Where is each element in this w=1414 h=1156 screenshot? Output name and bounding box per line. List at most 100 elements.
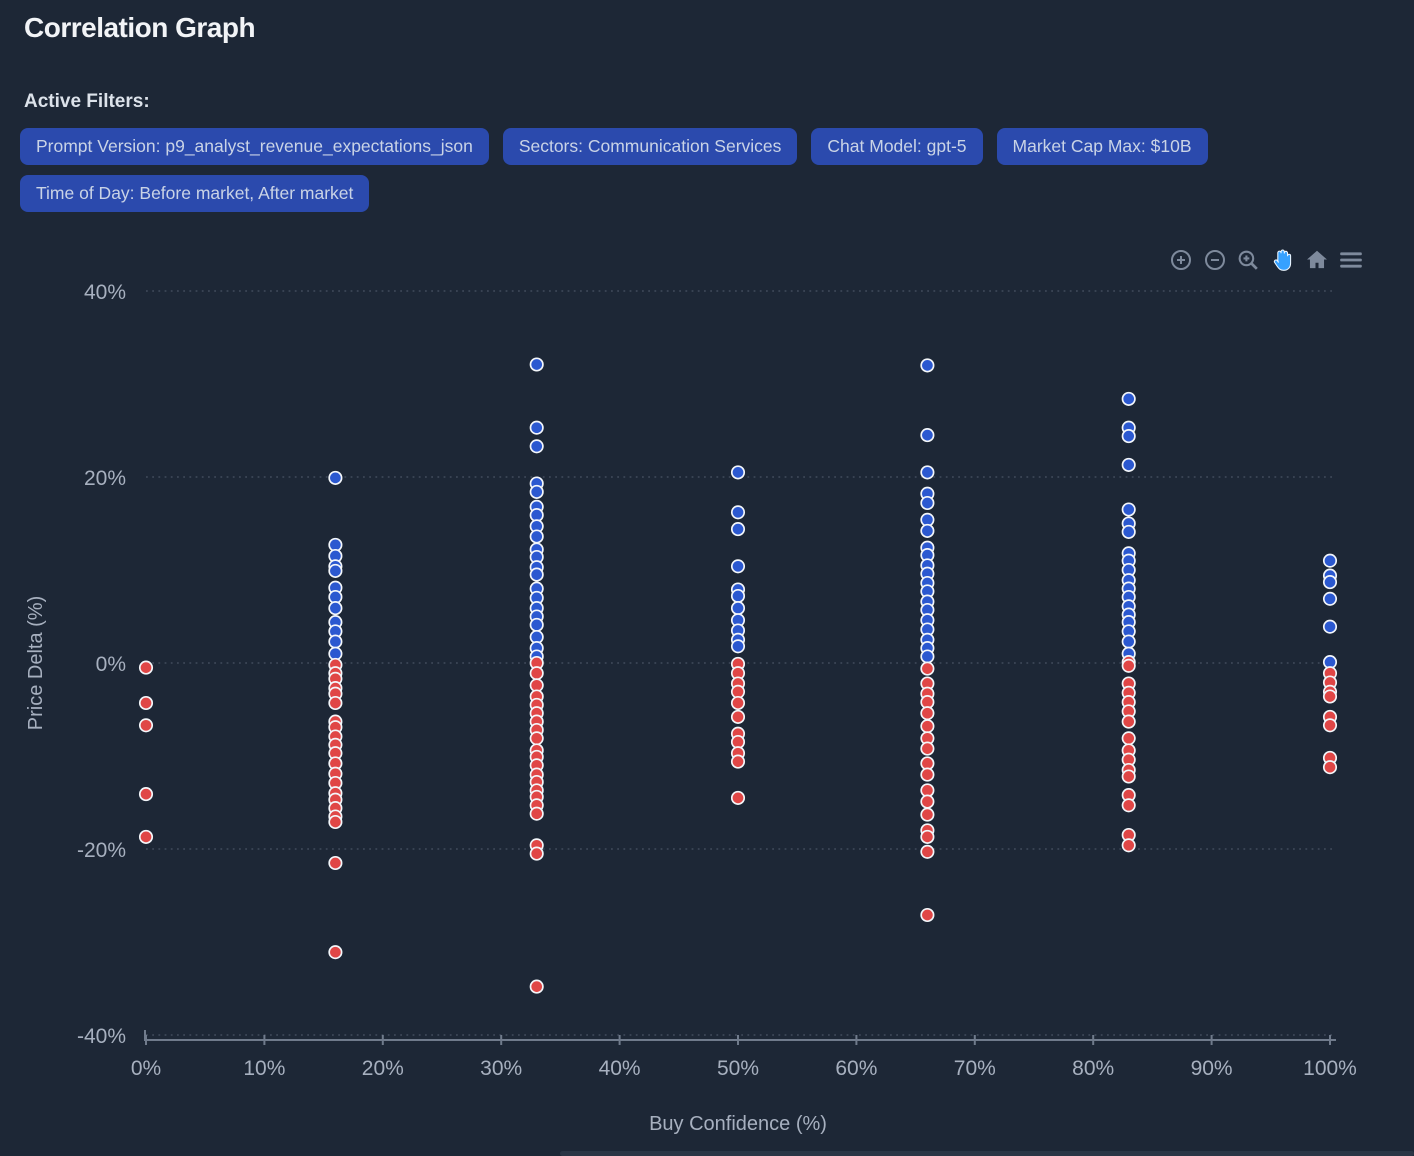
data-point[interactable] bbox=[730, 588, 746, 604]
data-point[interactable] bbox=[920, 907, 935, 923]
data-point[interactable] bbox=[1322, 553, 1338, 568]
data-point[interactable] bbox=[529, 731, 544, 746]
filter-chip[interactable]: Time of Day: Before market, After market bbox=[20, 175, 370, 212]
data-point[interactable] bbox=[730, 505, 746, 520]
data-point[interactable] bbox=[1121, 658, 1136, 673]
data-point[interactable] bbox=[529, 806, 544, 821]
data-point[interactable] bbox=[730, 465, 746, 480]
data-point[interactable] bbox=[138, 718, 154, 733]
data-point[interactable] bbox=[328, 601, 343, 616]
data-point[interactable] bbox=[1121, 731, 1136, 746]
data-point[interactable] bbox=[138, 660, 154, 675]
data-point[interactable] bbox=[328, 814, 343, 830]
data-point[interactable] bbox=[1121, 502, 1136, 517]
data-point[interactable] bbox=[328, 634, 343, 649]
chart-toolbar bbox=[1167, 246, 1364, 274]
data-point[interactable] bbox=[328, 945, 343, 960]
data-point[interactable] bbox=[920, 829, 935, 844]
data-point[interactable] bbox=[1322, 689, 1338, 704]
y-tick-label: 40% bbox=[84, 281, 126, 304]
data-point[interactable] bbox=[1121, 798, 1136, 813]
zoom-out-icon[interactable] bbox=[1201, 246, 1228, 274]
data-point[interactable] bbox=[920, 706, 935, 721]
x-tick-label: 0% bbox=[131, 1057, 161, 1080]
data-point[interactable] bbox=[1322, 591, 1338, 606]
data-point[interactable] bbox=[328, 695, 343, 711]
zoom-in-icon[interactable] bbox=[1167, 246, 1194, 274]
data-point[interactable] bbox=[920, 844, 935, 859]
data-point[interactable] bbox=[920, 794, 935, 809]
data-point[interactable] bbox=[1121, 769, 1136, 784]
data-point[interactable] bbox=[920, 807, 935, 822]
data-point[interactable] bbox=[529, 357, 544, 372]
horizontal-scrollbar[interactable] bbox=[560, 1151, 1414, 1156]
x-tick-label: 30% bbox=[480, 1057, 522, 1080]
data-point[interactable] bbox=[1322, 718, 1338, 733]
data-point[interactable] bbox=[730, 639, 746, 654]
data-point[interactable] bbox=[920, 649, 935, 664]
data-point[interactable] bbox=[1121, 429, 1136, 444]
data-point[interactable] bbox=[920, 428, 935, 443]
x-tick-label: 50% bbox=[717, 1057, 759, 1080]
data-point[interactable] bbox=[730, 790, 746, 805]
data-point[interactable] bbox=[920, 719, 935, 734]
x-tick-label: 90% bbox=[1191, 1057, 1233, 1080]
filter-chip[interactable]: Sectors: Communication Services bbox=[502, 128, 798, 165]
menu-icon[interactable] bbox=[1337, 246, 1364, 274]
data-point[interactable] bbox=[1121, 634, 1136, 649]
data-point[interactable] bbox=[920, 523, 935, 538]
data-point[interactable] bbox=[529, 846, 544, 861]
data-point[interactable] bbox=[920, 741, 935, 756]
x-tick-label: 80% bbox=[1072, 1057, 1114, 1080]
filter-chip[interactable]: Market Cap Max: $10B bbox=[996, 128, 1208, 165]
data-point[interactable] bbox=[529, 567, 544, 582]
data-point[interactable] bbox=[529, 439, 544, 454]
data-point[interactable] bbox=[730, 522, 746, 537]
data-point[interactable] bbox=[529, 420, 544, 435]
filter-chip[interactable]: Prompt Version: p9_analyst_revenue_expec… bbox=[20, 128, 489, 165]
data-point[interactable] bbox=[1121, 391, 1136, 406]
data-point[interactable] bbox=[1322, 575, 1338, 590]
data-point[interactable] bbox=[1121, 524, 1136, 539]
data-point[interactable] bbox=[1322, 619, 1338, 634]
x-tick-label: 70% bbox=[954, 1057, 996, 1080]
data-point[interactable] bbox=[920, 358, 935, 373]
data-point[interactable] bbox=[920, 767, 935, 782]
page-title: Correlation Graph bbox=[24, 12, 256, 43]
data-point[interactable] bbox=[529, 979, 544, 994]
data-point[interactable] bbox=[529, 484, 544, 499]
data-point[interactable] bbox=[529, 529, 544, 544]
data-point[interactable] bbox=[328, 563, 343, 578]
data-point[interactable] bbox=[920, 465, 935, 480]
zoom-box-icon[interactable] bbox=[1235, 246, 1262, 274]
data-point[interactable] bbox=[328, 855, 343, 871]
data-point[interactable] bbox=[529, 617, 544, 632]
data-point[interactable] bbox=[1121, 838, 1136, 853]
data-point[interactable] bbox=[920, 661, 935, 676]
x-tick-label: 100% bbox=[1303, 1057, 1357, 1080]
data-point[interactable] bbox=[730, 601, 746, 616]
data-point[interactable] bbox=[730, 695, 746, 711]
y-tick-label: -40% bbox=[77, 1025, 126, 1048]
x-axis-title: Buy Confidence (%) bbox=[649, 1113, 827, 1135]
data-point[interactable] bbox=[1121, 714, 1136, 729]
data-point[interactable] bbox=[730, 709, 746, 724]
data-point[interactable] bbox=[529, 666, 544, 681]
data-point[interactable] bbox=[730, 754, 746, 769]
filter-chip[interactable]: Chat Model: gpt-5 bbox=[811, 128, 983, 165]
data-point[interactable] bbox=[730, 559, 746, 574]
y-axis-title: Price Delta (%) bbox=[25, 596, 47, 730]
data-point[interactable] bbox=[138, 787, 154, 802]
filter-chip-list: Prompt Version: p9_analyst_revenue_expec… bbox=[20, 128, 1398, 212]
data-point[interactable] bbox=[138, 829, 154, 844]
data-point[interactable] bbox=[1322, 760, 1338, 775]
data-point[interactable] bbox=[920, 495, 935, 511]
home-reset-icon[interactable] bbox=[1303, 246, 1330, 274]
data-point[interactable] bbox=[328, 470, 343, 485]
pan-hand-icon[interactable] bbox=[1269, 246, 1296, 274]
active-filters-label: Active Filters: bbox=[24, 91, 150, 112]
data-point[interactable] bbox=[138, 695, 154, 711]
y-tick-label: -20% bbox=[77, 839, 126, 862]
data-point[interactable] bbox=[1121, 457, 1136, 472]
